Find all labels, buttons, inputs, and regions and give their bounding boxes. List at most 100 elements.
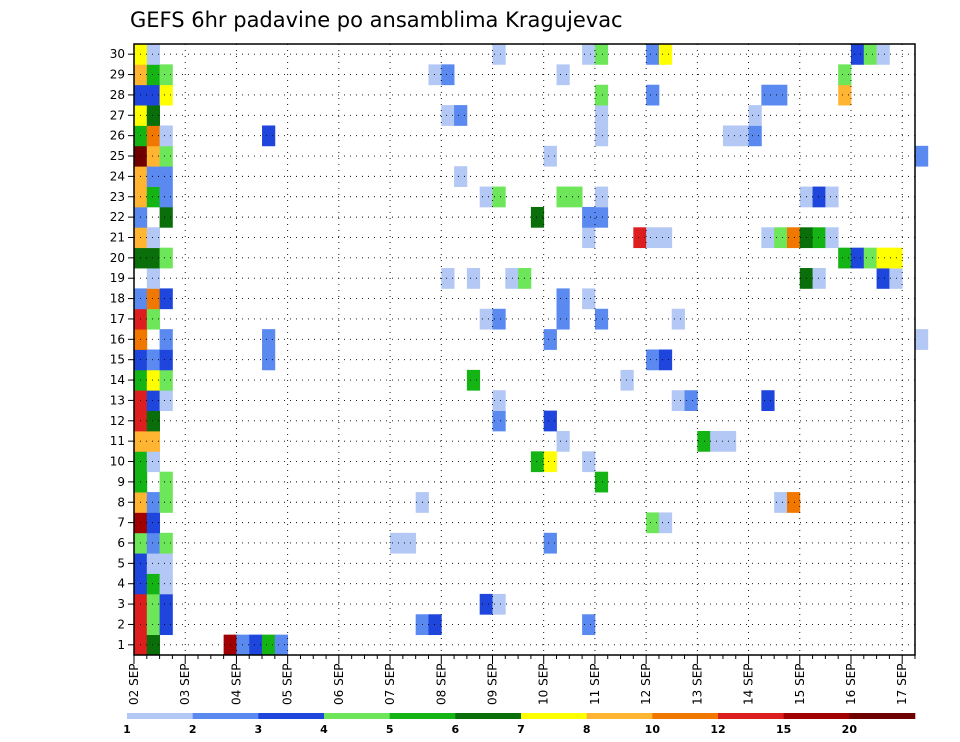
heatmap-cell: [838, 84, 852, 106]
heatmap-cell: [556, 288, 570, 310]
heatmap-cell: [594, 44, 609, 65]
heatmap-cell: [466, 369, 481, 391]
heatmap-cell: [262, 634, 276, 656]
heatmap-cell: [146, 553, 161, 574]
heatmap-cell: [838, 247, 852, 269]
heatmap-cell: [722, 125, 737, 147]
heatmap-cell: [697, 430, 711, 452]
x-tick-label: 14 SEP: [742, 663, 756, 705]
heatmap-cell: [146, 105, 161, 126]
heatmap-cell: [146, 532, 161, 554]
heatmap-cell: [594, 186, 609, 208]
x-tick-label: 06 SEP: [332, 663, 346, 705]
colorbar-swatch: [849, 713, 916, 719]
heatmap-cell: [236, 634, 250, 656]
heatmap-cell: [594, 308, 609, 330]
y-tick-label: 4: [117, 577, 125, 591]
heatmap-cell: [863, 247, 877, 269]
heatmap-cell: [761, 84, 775, 106]
colorbar-label: 12: [710, 723, 725, 736]
heatmap-cell: [556, 430, 570, 452]
y-tick-label: 6: [117, 536, 125, 550]
x-tick-label: 16 SEP: [844, 663, 858, 705]
y-tick-label: 23: [110, 190, 125, 204]
heatmap-cell: [262, 125, 276, 147]
heatmap-cell: [838, 64, 852, 86]
heatmap-cell: [441, 64, 455, 86]
heatmap-cell: [159, 593, 173, 615]
x-tick-label: 03 SEP: [178, 663, 192, 705]
heatmap-cell: [646, 512, 660, 534]
y-tick-label: 20: [110, 251, 125, 265]
y-tick-label: 9: [117, 475, 125, 489]
colorbar-swatch: [127, 713, 193, 719]
heatmap-cell: [441, 268, 455, 289]
heatmap-cell: [543, 329, 557, 350]
y-tick-label: 28: [110, 88, 125, 102]
heatmap-cell: [146, 247, 161, 269]
y-tick-label: 13: [110, 393, 125, 407]
heatmap-cell: [735, 125, 749, 147]
heatmap-cell: [466, 268, 481, 289]
heatmap-cell: [159, 186, 173, 208]
colorbar-swatch: [324, 713, 390, 719]
heatmap-cell: [492, 390, 506, 411]
colorbar-swatch: [586, 713, 653, 719]
heatmap-cell: [774, 227, 788, 249]
colorbar-label: 7: [517, 723, 525, 736]
x-tick-label: 17 SEP: [895, 663, 909, 705]
heatmap-cell: [479, 186, 493, 208]
heatmap-cell: [146, 349, 161, 371]
heatmap-cell: [658, 227, 673, 249]
y-tick-label: 27: [110, 108, 125, 122]
heatmap-cell: [146, 512, 161, 534]
heatmap-cell: [262, 329, 276, 350]
heatmap-cell: [146, 430, 161, 452]
heatmap-cell: [428, 64, 442, 86]
heatmap-cell: [146, 573, 161, 595]
x-tick-label: 15 SEP: [793, 663, 807, 705]
x-tick-label: 09 SEP: [485, 663, 499, 705]
heatmap-cell: [159, 166, 173, 187]
x-tick-label: 05 SEP: [281, 663, 295, 705]
colorbar-swatch: [652, 713, 719, 719]
heatmap-cell: [159, 329, 173, 350]
heatmap-cell: [774, 492, 788, 513]
heatmap-cell: [863, 44, 877, 65]
y-tick-label: 25: [110, 149, 125, 163]
heatmap-cell: [390, 532, 404, 554]
heatmap-cell: [159, 64, 173, 86]
y-tick-label: 5: [117, 556, 125, 570]
y-tick-label: 22: [110, 210, 125, 224]
heatmap-cell: [582, 614, 596, 636]
heatmap-cell: [530, 451, 545, 473]
heatmap-cell: [146, 227, 161, 249]
heatmap-cell: [889, 247, 903, 269]
x-tick-label: 12 SEP: [639, 663, 653, 705]
grid-lines: [133, 44, 915, 655]
heatmap-cell: [274, 634, 289, 656]
colorbar-swatch: [258, 713, 325, 719]
heatmap-cell: [876, 44, 890, 65]
heatmap-cell: [146, 64, 161, 86]
heatmap-cell: [761, 227, 775, 249]
y-tick-label: 18: [110, 292, 125, 306]
heatmap-cell: [146, 288, 161, 310]
heatmap-cell: [146, 308, 161, 330]
heatmap-cell: [876, 247, 890, 269]
heatmap-cell: [146, 492, 161, 513]
heatmap-cell: [582, 206, 596, 228]
heatmap-cell: [530, 206, 545, 228]
y-axis: 1234567891011121314151617181920212223242…: [110, 47, 134, 652]
x-tick-label: 13 SEP: [690, 663, 704, 705]
x-tick-label: 04 SEP: [229, 663, 243, 705]
y-tick-label: 11: [110, 434, 125, 448]
heatmap-cell: [492, 186, 506, 208]
heatmap-cell: [146, 166, 161, 187]
heatmap-cell: [658, 349, 673, 371]
heatmap-cell: [159, 206, 173, 228]
colorbar-swatch: [455, 713, 522, 719]
heatmap-cell: [146, 593, 161, 615]
colorbar-label: 6: [452, 723, 460, 736]
heatmap-cell: [671, 390, 685, 411]
